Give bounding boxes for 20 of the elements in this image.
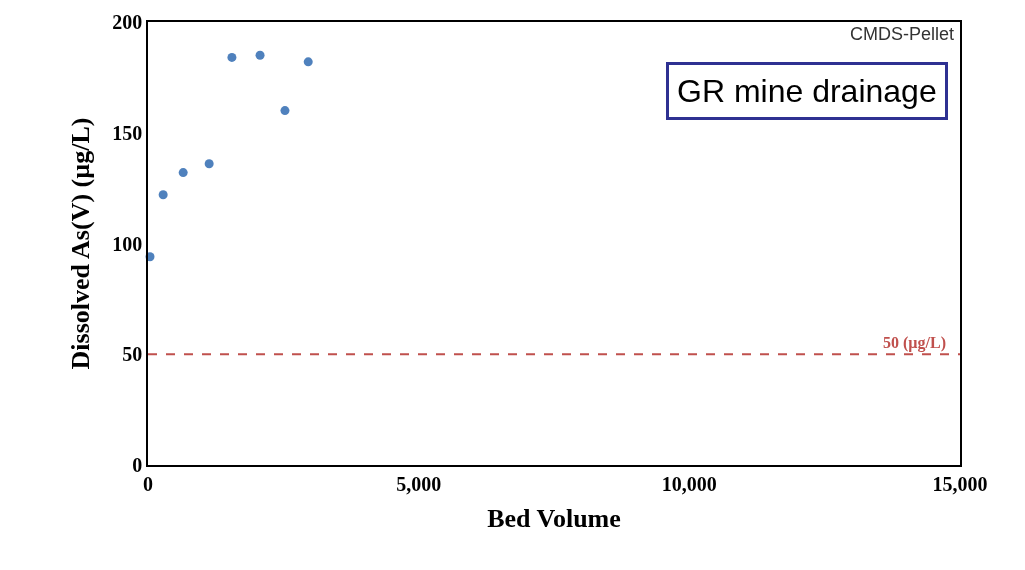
ref-line-label: 50 (µg/L)	[883, 334, 946, 352]
point	[178, 168, 188, 178]
y-tick-label: 50	[122, 343, 143, 366]
point	[255, 50, 265, 60]
point	[303, 57, 313, 67]
point	[280, 106, 290, 116]
y-tick-label: 0	[132, 454, 143, 476]
point	[227, 52, 237, 62]
point	[158, 190, 168, 200]
point	[204, 159, 214, 169]
y-tick-label: 100	[112, 232, 143, 255]
x-tick-label: 5,000	[396, 472, 442, 495]
y-tick-label: 150	[112, 121, 143, 144]
y-tick-label: 200	[112, 11, 143, 33]
x-axis-title: Bed Volume	[487, 503, 621, 533]
annotation: CMDS-Pellet	[850, 24, 955, 44]
annotation: GR mine drainage	[677, 73, 937, 109]
x-tick-label: 15,000	[932, 472, 988, 495]
y-axis-title: Dissolved As(V) (µg/L)	[66, 117, 96, 370]
x-tick-label: 10,000	[661, 472, 717, 495]
